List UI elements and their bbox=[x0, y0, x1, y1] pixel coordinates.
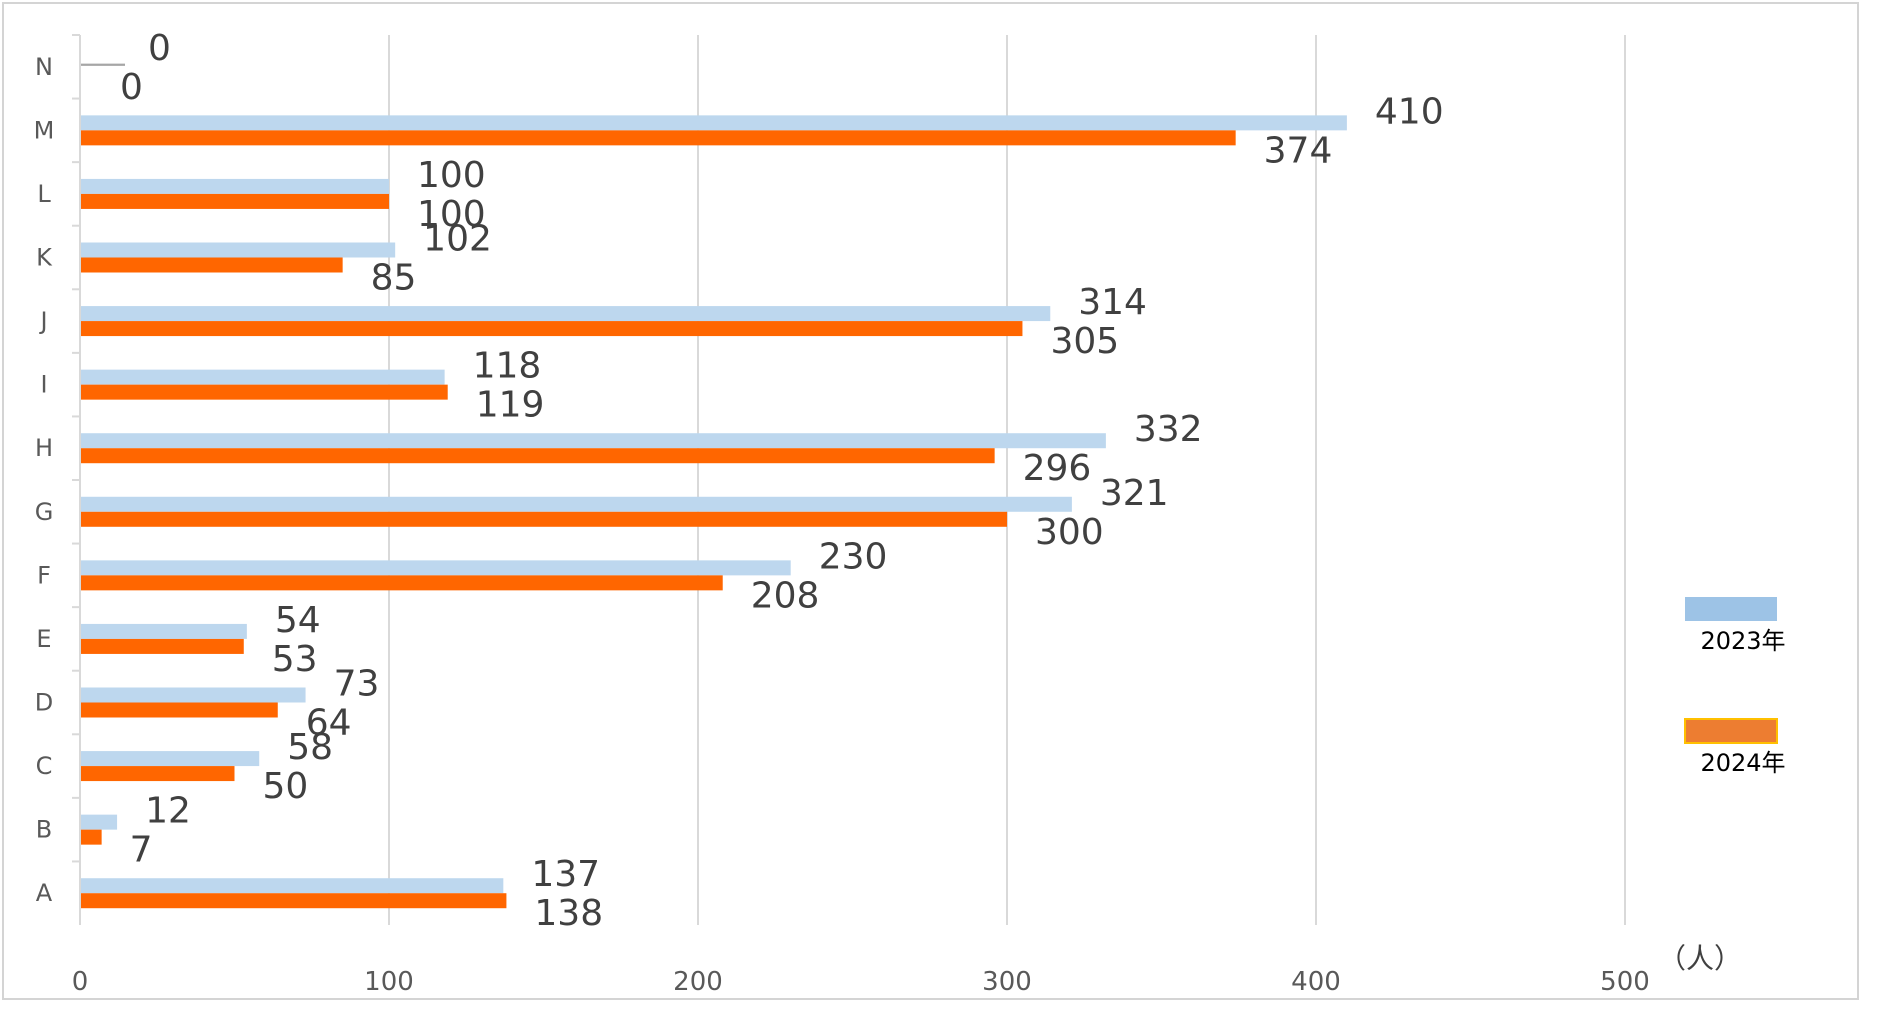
x-tick-label: 100 bbox=[364, 967, 414, 997]
data-label: 73 bbox=[334, 664, 380, 705]
bar-series1 bbox=[80, 115, 1347, 131]
bar-series2 bbox=[80, 702, 278, 718]
data-label: 50 bbox=[263, 766, 309, 807]
category-label: D bbox=[35, 689, 53, 717]
category-label: A bbox=[36, 879, 53, 907]
bar-series1 bbox=[80, 369, 445, 385]
data-label: 314 bbox=[1078, 282, 1147, 323]
data-label: 300 bbox=[1035, 512, 1104, 553]
bar-series1 bbox=[80, 623, 247, 639]
bar-series2 bbox=[80, 511, 1007, 527]
data-label: 208 bbox=[751, 575, 820, 616]
x-tick-label: 0 bbox=[72, 967, 89, 997]
bar-series1 bbox=[80, 751, 260, 767]
data-label: 64 bbox=[306, 703, 352, 744]
data-label: 100 bbox=[417, 155, 486, 196]
legend-swatch bbox=[1684, 718, 1778, 744]
data-label: 102 bbox=[423, 219, 492, 260]
data-label: 0 bbox=[148, 28, 171, 69]
data-label: 230 bbox=[819, 536, 888, 577]
data-label: 321 bbox=[1100, 473, 1169, 514]
x-tick-label: 300 bbox=[982, 967, 1032, 997]
bar-series1 bbox=[80, 560, 791, 576]
data-label: 118 bbox=[473, 346, 542, 387]
x-tick-label: 500 bbox=[1600, 967, 1650, 997]
bar-series1 bbox=[80, 814, 118, 830]
legend-label: 2024年 bbox=[1700, 749, 1785, 777]
bar-series2 bbox=[80, 384, 448, 400]
bar-series2 bbox=[80, 766, 235, 782]
category-label: K bbox=[36, 244, 53, 272]
bar-series1 bbox=[80, 306, 1051, 322]
bar-series2 bbox=[80, 448, 995, 464]
category-label: H bbox=[35, 434, 53, 462]
x-tick-label: 400 bbox=[1291, 967, 1341, 997]
data-label: 54 bbox=[275, 600, 321, 641]
legend: 2023年 2024年 bbox=[1684, 597, 1786, 777]
bars bbox=[80, 63, 1347, 909]
category-label: N bbox=[35, 53, 53, 81]
category-label: B bbox=[36, 816, 52, 844]
category-label: G bbox=[35, 498, 54, 526]
data-label: 305 bbox=[1050, 321, 1119, 362]
data-label: 12 bbox=[145, 791, 191, 832]
bar-series1 bbox=[80, 687, 306, 703]
bar-series2 bbox=[80, 638, 244, 654]
bar-series2 bbox=[80, 575, 723, 591]
data-label: 119 bbox=[476, 385, 545, 426]
bar-series1 bbox=[80, 178, 389, 194]
bar-series1 bbox=[80, 878, 504, 894]
bar-series2 bbox=[80, 829, 102, 845]
data-label: 374 bbox=[1264, 130, 1333, 171]
data-label: 296 bbox=[1023, 448, 1092, 489]
category-label: I bbox=[40, 371, 47, 399]
data-label: 332 bbox=[1134, 409, 1203, 450]
category-label: L bbox=[37, 180, 51, 208]
data-label: 137 bbox=[531, 854, 600, 895]
x-tick-label: 200 bbox=[673, 967, 723, 997]
category-label: E bbox=[36, 625, 51, 653]
gridlines bbox=[388, 35, 1626, 925]
data-label: 85 bbox=[371, 258, 417, 299]
category-label: M bbox=[34, 116, 55, 144]
bar-series2 bbox=[80, 257, 343, 273]
bar-series2 bbox=[80, 321, 1023, 337]
bar-series1 bbox=[80, 433, 1106, 449]
bar-series2 bbox=[80, 893, 507, 909]
bar-series1 bbox=[80, 496, 1072, 512]
data-label: 138 bbox=[534, 893, 603, 934]
legend-swatch bbox=[1685, 597, 1777, 621]
category-label: J bbox=[38, 307, 47, 335]
data-label: 100 bbox=[417, 194, 486, 235]
data-label: 0 bbox=[120, 67, 143, 108]
bar-series2 bbox=[80, 193, 389, 209]
bar-series1 bbox=[80, 242, 396, 258]
category-label: F bbox=[37, 561, 51, 589]
unit-label: （人） bbox=[1658, 942, 1742, 975]
data-label: 410 bbox=[1375, 91, 1444, 132]
data-label: 7 bbox=[130, 830, 153, 871]
data-label: 53 bbox=[272, 639, 318, 680]
bar-series2 bbox=[80, 130, 1236, 146]
legend-label: 2023年 bbox=[1700, 627, 1785, 655]
data-label: 58 bbox=[287, 727, 333, 768]
category-label: C bbox=[36, 752, 53, 780]
